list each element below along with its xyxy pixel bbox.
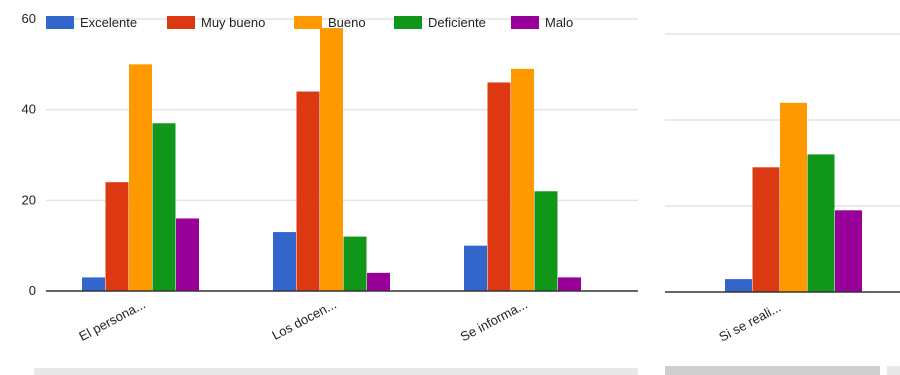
legend-swatch-excelente	[46, 16, 74, 29]
chart-1-bar-excelente-1	[82, 277, 105, 291]
chart-1-category-label: Los docen...	[269, 296, 339, 342]
chart-1-bar-malo-1	[176, 218, 199, 291]
chart-1-y-tick-label: 20	[22, 192, 36, 207]
chart-legend: Excelente Muy bueno Bueno Deficiente Malo	[46, 15, 573, 30]
chart-2-bars	[725, 102, 862, 292]
chart-1-category-label: El persona...	[76, 296, 147, 344]
chart-2-bar-muy-bueno	[752, 167, 780, 292]
chart-1-scrollbar[interactable]	[34, 368, 638, 375]
chart-1-bar-muy-bueno-3	[487, 82, 511, 291]
chart-1-bar-muy-bueno-1	[105, 182, 129, 291]
legend-label-deficiente: Deficiente	[428, 15, 486, 30]
chart-1-bar-bueno-2	[320, 28, 343, 292]
chart-1-bar-malo-2	[367, 272, 390, 291]
chart-2-labels: Si se reali...	[716, 299, 783, 344]
legend-label-excelente: Excelente	[80, 15, 137, 30]
chart-1-labels: 0 20 40 60 El persona... Los docen... Se infor…	[22, 11, 530, 344]
chart-2-bar-excelente	[725, 279, 752, 292]
chart-1-bars	[82, 28, 581, 292]
chart-1-bar-excelente-2	[273, 232, 296, 291]
chart-1-bar-malo-3	[558, 277, 581, 291]
legend-swatch-bueno	[294, 16, 322, 29]
legend-swatch-muy-bueno	[167, 16, 195, 29]
chart-2-bar-deficiente	[807, 154, 835, 292]
chart-1-bar-bueno-1	[129, 64, 152, 291]
chart-1-y-tick-label: 0	[29, 283, 36, 298]
chart-1-category-label: Se informa...	[458, 296, 530, 344]
chart-1-bar-deficiente-3	[534, 191, 558, 291]
legend-label-malo: Malo	[545, 15, 573, 30]
chart-1-y-tick-label: 40	[22, 102, 36, 117]
chart-1-bar-muy-bueno-2	[296, 91, 320, 292]
legend-label-bueno: Bueno	[328, 15, 366, 30]
chart-2-category-label: Si se reali...	[716, 299, 783, 344]
chart-2-bar-bueno	[780, 102, 807, 292]
chart-1-bar-excelente-3	[464, 245, 487, 291]
chart-2-scrollbar[interactable]	[665, 366, 880, 375]
chart-1-bar-deficiente-1	[152, 123, 176, 292]
chart-1-bar-bueno-3	[511, 68, 534, 291]
legend-swatch-malo	[511, 16, 539, 29]
chart-2-scrollbar-arrow[interactable]	[887, 366, 900, 375]
chart-2-bar-malo	[835, 210, 862, 292]
panel-divider	[650, 0, 660, 375]
scrollbars	[34, 0, 900, 375]
legend-label-muy-bueno: Muy bueno	[201, 15, 265, 30]
chart-1-bar-deficiente-2	[343, 236, 367, 291]
chart-1-y-tick-label: 60	[22, 11, 36, 26]
legend-swatch-deficiente	[394, 16, 422, 29]
